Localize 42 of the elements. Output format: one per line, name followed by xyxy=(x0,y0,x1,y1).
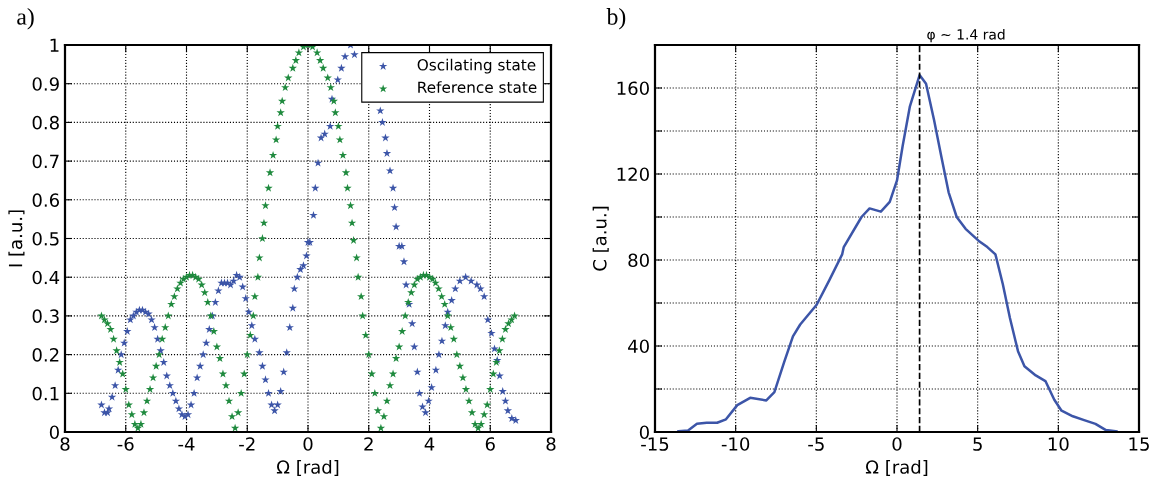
y-tick-label: 1 xyxy=(50,38,59,52)
y-axis-title: I [a.u.] xyxy=(8,210,25,267)
y-tick-label: 0.2 xyxy=(32,348,59,362)
legend-label: Oscilating state xyxy=(417,58,536,74)
y-tick-label: 0.8 xyxy=(32,115,59,130)
ref-line-label: φ ~ 1.4 rad xyxy=(927,28,1005,43)
y-tick-label: 80 xyxy=(628,253,649,268)
x-tick-label: 0 xyxy=(892,437,902,451)
y-tick-label: 40 xyxy=(628,339,649,354)
legend-label: Reference state xyxy=(418,81,537,93)
x-tick-label: 8 xyxy=(546,437,556,451)
x-tick-label: -4 xyxy=(178,437,195,451)
x-tick-label: -5 xyxy=(808,437,824,451)
x-tick-label: 8 xyxy=(60,437,70,451)
x-tick-label: 15 xyxy=(1129,437,1149,451)
x-tick-label: -2 xyxy=(239,437,255,451)
x-tick-label: -6 xyxy=(117,437,134,451)
text: b) xyxy=(606,8,626,30)
y-tick-label: 0 xyxy=(639,425,649,440)
y-tick-label: 0.9 xyxy=(32,77,59,91)
x-tick-label: 6 xyxy=(485,437,495,451)
x-axis-title: Ω [rad] xyxy=(276,459,339,476)
text: a) xyxy=(17,8,34,30)
y-tick-label: 0.1 xyxy=(32,386,59,401)
y-tick-label: 0 xyxy=(49,425,59,440)
y-tick-label: 0.6 xyxy=(32,193,59,207)
x-tick-label: 5 xyxy=(973,437,982,451)
x-tick-label: 2 xyxy=(364,437,373,451)
y-tick-label: 0.5 xyxy=(32,231,59,246)
x-tick-label: 4 xyxy=(424,437,435,451)
y-tick-label: 0.7 xyxy=(32,154,59,169)
x-axis-title: Ω [rad] xyxy=(865,459,928,476)
x-tick-label: -10 xyxy=(721,437,750,451)
y-axis-title: C [a.u.] xyxy=(592,206,609,271)
y-tick-label: 0.4 xyxy=(32,270,60,285)
y-tick-label: 160 xyxy=(617,81,649,96)
x-tick-label: 0 xyxy=(303,437,313,451)
line-series xyxy=(677,73,1118,432)
y-tick-label: 120 xyxy=(617,167,649,182)
x-tick-label: -15 xyxy=(641,437,669,451)
y-tick-label: 0.3 xyxy=(32,309,59,324)
x-tick-label: 10 xyxy=(1048,437,1069,451)
